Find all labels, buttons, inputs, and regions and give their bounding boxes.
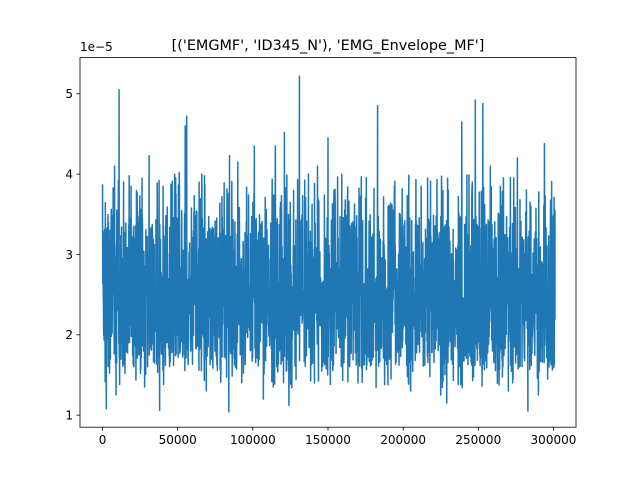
series-line	[101, 75, 556, 413]
y-axis: 1 2 3 4 5	[65, 87, 80, 422]
x-tick-label: 0	[99, 433, 107, 447]
x-axis: 0 50000 100000 150000 200000 250000 300000	[99, 427, 577, 447]
series-layer	[101, 75, 556, 413]
y-tick-label: 2	[65, 328, 73, 342]
x-tick-label: 100000	[230, 433, 276, 447]
x-tick-label: 250000	[455, 433, 501, 447]
y-tick-label: 3	[65, 248, 73, 262]
y-offset-label: 1e−5	[80, 40, 113, 54]
y-tick-label: 5	[65, 87, 73, 101]
x-tick-label: 150000	[305, 433, 351, 447]
x-tick-label: 300000	[531, 433, 577, 447]
y-tick-label: 4	[65, 167, 73, 181]
y-tick-label: 1	[65, 408, 73, 422]
x-tick-label: 50000	[159, 433, 197, 447]
chart-title: [('EMGMF', 'ID345_N'), 'EMG_Envelope_MF'…	[172, 38, 485, 54]
x-tick-label: 200000	[380, 433, 426, 447]
